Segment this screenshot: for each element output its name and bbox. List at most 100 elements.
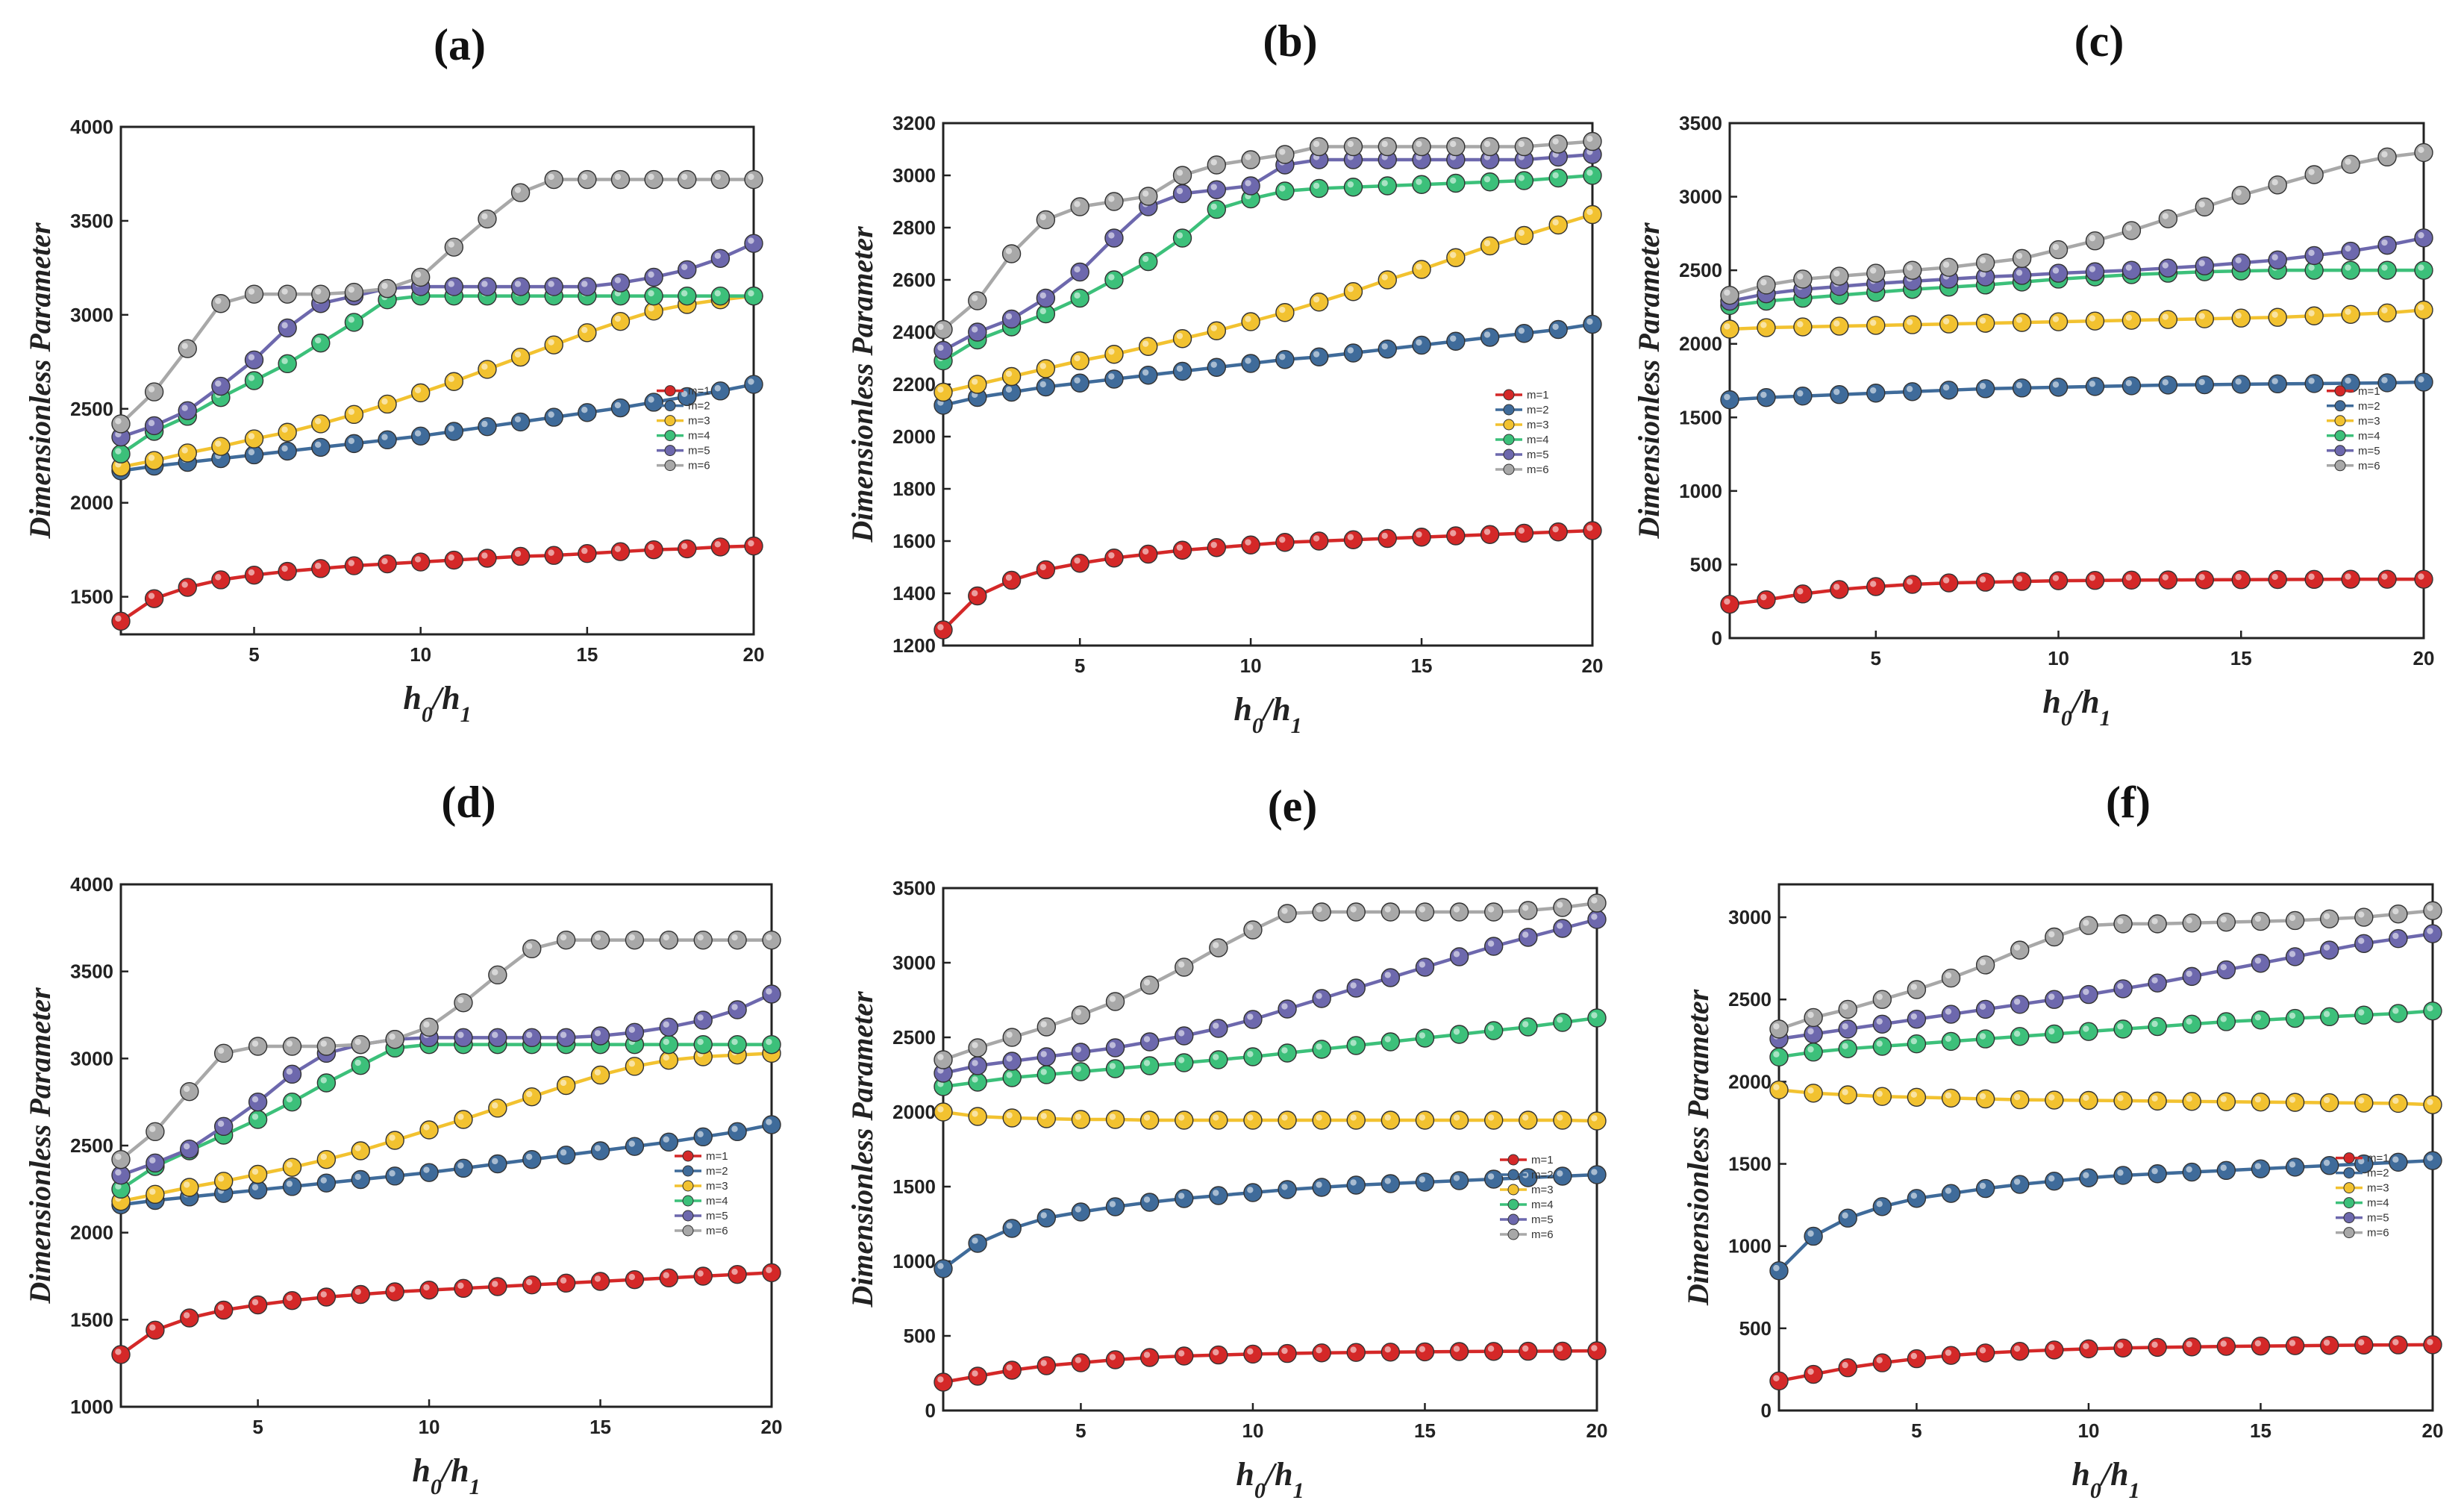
legend-swatch-marker	[682, 1225, 694, 1237]
legend-swatch-marker	[1503, 449, 1515, 460]
data-point	[1241, 354, 1260, 373]
data-point	[146, 1320, 165, 1340]
data-point	[1380, 902, 1401, 922]
data-point-highlight	[1040, 1069, 1047, 1075]
data-point-highlight	[1906, 578, 1913, 585]
y-tick-label: 0	[925, 1399, 936, 1422]
legend-swatch-marker	[1507, 1184, 1519, 1196]
data-point-highlight	[1210, 325, 1217, 331]
series-4	[934, 166, 1602, 371]
data-point	[2377, 235, 2397, 255]
data-point	[1587, 1008, 1607, 1028]
data-point	[180, 1308, 199, 1328]
data-point-highlight	[1108, 373, 1115, 380]
data-point	[578, 323, 597, 343]
data-point	[2354, 1335, 2374, 1355]
data-point	[1105, 1197, 1125, 1216]
data-point	[2113, 979, 2133, 999]
data-point-highlight	[663, 934, 669, 941]
data-point-highlight	[1005, 386, 1013, 393]
data-point-highlight	[457, 1113, 464, 1120]
data-point-highlight	[1450, 252, 1457, 258]
data-point-highlight	[1773, 1084, 1780, 1090]
data-point	[282, 1092, 302, 1112]
data-point	[625, 1057, 645, 1076]
data-point-highlight	[1518, 229, 1525, 237]
data-point	[1449, 947, 1469, 966]
data-point-highlight	[1245, 154, 1251, 160]
data-point	[1378, 176, 1397, 196]
data-point-highlight	[281, 322, 288, 329]
y-tick-label: 2400	[892, 321, 936, 343]
data-point	[1139, 366, 1158, 385]
data-point	[2268, 175, 2287, 195]
data-point	[2121, 376, 2142, 396]
data-point-highlight	[1487, 1173, 1495, 1180]
data-point	[556, 1273, 576, 1293]
data-point-highlight	[1557, 1345, 1563, 1352]
legend-swatch-marker	[682, 1195, 694, 1207]
data-point	[1172, 166, 1192, 185]
data-point-highlight	[2052, 575, 2060, 581]
data-point	[1104, 228, 1124, 248]
data-point-highlight	[1419, 1346, 1426, 1353]
data-point	[2251, 1159, 2271, 1178]
data-point-highlight	[2016, 316, 2023, 323]
data-point	[385, 1282, 404, 1302]
data-point-highlight	[1381, 274, 1388, 281]
data-point-highlight	[1773, 1051, 1780, 1058]
data-point	[1172, 228, 1192, 248]
data-point-highlight	[1483, 175, 1491, 183]
data-point	[278, 284, 297, 304]
data-point-highlight	[1347, 534, 1354, 540]
data-point	[1583, 166, 1602, 185]
data-point-highlight	[681, 390, 688, 398]
data-point-highlight	[2125, 225, 2133, 231]
data-point	[710, 169, 731, 190]
data-point	[2423, 1095, 2442, 1114]
legend: m=1 m=2 m=3 m=4 m=5 m=6	[2327, 385, 2380, 472]
data-point	[1209, 1186, 1228, 1205]
data-point-highlight	[2308, 264, 2315, 271]
data-point-highlight	[1416, 339, 1422, 346]
data-point-highlight	[648, 290, 654, 297]
data-point-highlight	[1833, 584, 1840, 590]
data-point-highlight	[1210, 159, 1217, 166]
y-tick-label: 0	[1712, 627, 1722, 649]
data-point-highlight	[314, 337, 322, 344]
data-point	[478, 549, 497, 568]
data-point-highlight	[1075, 1357, 1082, 1363]
data-point-highlight	[1807, 1011, 1814, 1019]
legend-label: m=6	[1527, 463, 1549, 476]
data-point-highlight	[1807, 1087, 1814, 1094]
data-point	[2304, 165, 2324, 184]
data-point-highlight	[2381, 264, 2388, 271]
legend-swatch-marker	[1507, 1154, 1519, 1166]
data-point-highlight	[320, 1177, 327, 1184]
data-point-highlight	[1760, 279, 1767, 286]
data-point-highlight	[1797, 588, 1804, 595]
data-point	[1278, 999, 1297, 1019]
data-point	[311, 559, 331, 578]
data-point	[1830, 385, 1849, 404]
data-point	[378, 278, 397, 299]
data-point-highlight	[2289, 1012, 2296, 1019]
data-point	[1838, 1019, 1857, 1039]
data-point-highlight	[2418, 231, 2424, 239]
data-point	[2389, 1335, 2408, 1355]
data-point	[1804, 1364, 1823, 1384]
data-point-highlight	[348, 316, 355, 323]
data-point-highlight	[492, 1031, 498, 1038]
data-point-highlight	[314, 441, 322, 449]
series-1	[934, 1341, 1607, 1392]
data-point	[454, 1158, 473, 1178]
data-point	[1209, 938, 1228, 958]
x-tick-label: 5	[1075, 1419, 1086, 1442]
data-point	[478, 277, 497, 296]
data-point	[282, 1064, 302, 1084]
data-point	[556, 1146, 576, 1165]
data-point-highlight	[251, 1096, 259, 1103]
data-point-highlight	[1876, 1090, 1883, 1097]
series-5	[934, 910, 1607, 1083]
data-point	[244, 371, 264, 390]
